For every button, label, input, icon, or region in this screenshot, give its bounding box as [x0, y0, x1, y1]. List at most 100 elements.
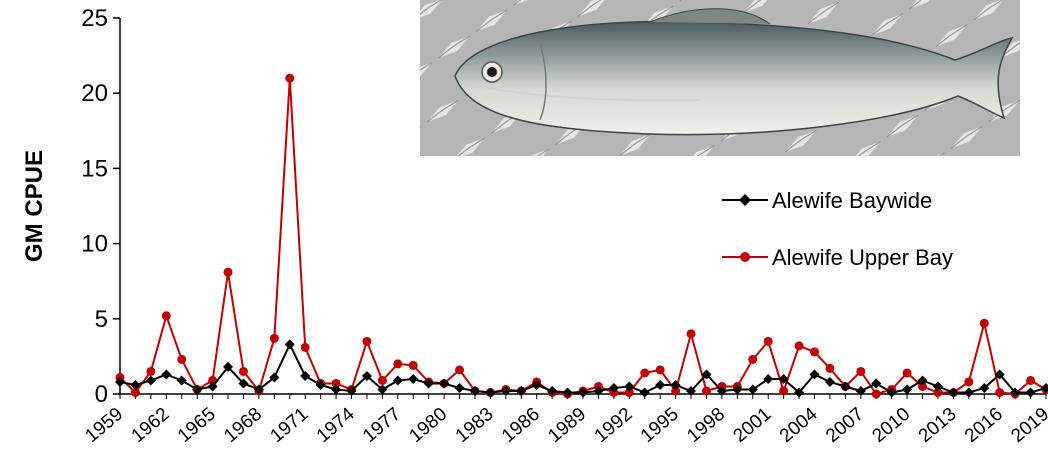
legend-label-upper-bay: Alewife Upper Bay: [772, 245, 953, 270]
data-point-alewife-baywide: [593, 385, 604, 396]
data-point-alewife-upper-bay: [238, 366, 248, 376]
data-point-alewife-upper-bay: [794, 341, 804, 351]
legend-item-baywide: Alewife Baywide: [722, 188, 932, 213]
data-point-alewife-baywide: [639, 387, 650, 398]
data-point-alewife-baywide: [871, 378, 882, 389]
x-tick-label: 1992: [591, 404, 637, 447]
x-tick-label: 1971: [267, 404, 313, 447]
data-point-alewife-upper-bay: [871, 389, 881, 399]
data-point-alewife-baywide: [1041, 382, 1048, 393]
x-tick-label: 2016: [961, 404, 1007, 447]
data-point-alewife-upper-bay: [856, 366, 866, 376]
x-tick-label: 2007: [822, 404, 868, 447]
x-tick-label: 1959: [81, 404, 127, 447]
legend-item-upper-bay: Alewife Upper Bay: [722, 245, 953, 270]
data-point-alewife-baywide: [361, 370, 372, 381]
data-point-alewife-baywide: [161, 369, 172, 380]
data-point-alewife-baywide: [794, 387, 805, 398]
data-point-alewife-upper-bay: [1026, 375, 1036, 385]
data-point-alewife-baywide: [747, 384, 758, 395]
data-point-alewife-baywide: [238, 378, 249, 389]
data-point-alewife-baywide: [1025, 387, 1036, 398]
y-tick-label: 15: [81, 155, 108, 182]
data-point-alewife-upper-bay: [223, 267, 233, 277]
y-tick-label: 25: [81, 5, 108, 32]
x-tick-label: 2013: [915, 404, 961, 447]
data-point-alewife-upper-bay: [763, 336, 773, 346]
x-tick-label: 1986: [498, 404, 544, 447]
data-point-alewife-baywide: [655, 379, 666, 390]
x-tick-label: 1980: [405, 404, 451, 447]
data-point-alewife-upper-bay: [393, 359, 403, 369]
data-point-alewife-upper-bay: [902, 368, 912, 378]
data-point-alewife-baywide: [547, 385, 558, 396]
x-tick-label: 1983: [452, 404, 498, 447]
data-point-alewife-baywide: [500, 385, 511, 396]
y-tick-label: 10: [81, 231, 108, 258]
data-point-alewife-upper-bay: [979, 318, 989, 328]
data-point-alewife-baywide: [732, 384, 743, 395]
y-tick-label: 5: [95, 306, 108, 333]
data-point-alewife-baywide: [346, 385, 357, 396]
data-point-alewife-upper-bay: [655, 365, 665, 375]
data-point-alewife-upper-bay: [362, 336, 372, 346]
data-point-alewife-baywide: [979, 382, 990, 393]
data-point-alewife-upper-bay: [331, 378, 341, 388]
data-point-alewife-baywide: [485, 387, 496, 398]
data-point-alewife-baywide: [917, 375, 928, 386]
data-point-alewife-upper-bay: [285, 73, 295, 83]
data-point-alewife-baywide: [1010, 387, 1021, 398]
data-point-alewife-baywide: [516, 385, 527, 396]
data-point-alewife-baywide: [963, 387, 974, 398]
data-point-alewife-upper-bay: [933, 387, 943, 397]
data-point-alewife-baywide: [130, 379, 141, 390]
data-point-alewife-baywide: [315, 379, 326, 390]
data-point-alewife-upper-bay: [964, 377, 974, 387]
data-point-alewife-upper-bay: [269, 333, 279, 343]
data-point-alewife-baywide: [932, 381, 943, 392]
data-point-alewife-baywide: [531, 379, 542, 390]
data-point-alewife-baywide: [145, 375, 156, 386]
data-point-alewife-upper-bay: [377, 375, 387, 385]
data-point-alewife-baywide: [562, 387, 573, 398]
data-point-alewife-baywide: [809, 369, 820, 380]
x-tick-label: 2010: [868, 404, 914, 447]
data-point-alewife-upper-bay: [161, 311, 171, 321]
data-point-alewife-baywide: [902, 384, 913, 395]
data-point-alewife-baywide: [269, 372, 280, 383]
data-point-alewife-baywide: [855, 385, 866, 396]
y-tick-label: 0: [95, 381, 108, 408]
data-point-alewife-upper-bay: [779, 386, 789, 396]
data-point-alewife-baywide: [469, 385, 480, 396]
data-point-alewife-baywide: [948, 387, 959, 398]
legend-marker-upper-bay: [740, 252, 750, 262]
data-point-alewife-baywide: [408, 373, 419, 384]
y-tick-label: 20: [81, 80, 108, 107]
x-tick-label: 2004: [776, 403, 822, 447]
data-point-alewife-baywide: [578, 387, 588, 398]
data-point-alewife-baywide: [207, 381, 218, 392]
data-point-alewife-upper-bay: [825, 363, 835, 373]
series-alewife-baywide: [115, 339, 1048, 398]
x-tick-label: 2019: [1007, 404, 1048, 447]
x-tick-label: 1989: [544, 404, 590, 447]
data-point-alewife-upper-bay: [918, 381, 928, 391]
data-point-alewife-baywide: [423, 378, 434, 389]
data-point-alewife-upper-bay: [177, 354, 187, 364]
data-point-alewife-baywide: [300, 370, 311, 381]
data-point-alewife-baywide: [176, 375, 187, 386]
fish-photo: [420, 0, 1020, 156]
data-point-alewife-baywide: [624, 381, 635, 392]
x-tick-label: 2001: [730, 404, 776, 447]
data-point-alewife-baywide: [763, 373, 774, 384]
data-point-alewife-baywide: [223, 361, 234, 372]
data-point-alewife-baywide: [716, 385, 727, 396]
x-tick-label: 1965: [174, 404, 220, 447]
legend: Alewife Baywide Alewife Upper Bay: [722, 188, 953, 270]
data-point-alewife-upper-bay: [995, 387, 1005, 397]
data-point-alewife-baywide: [192, 384, 203, 395]
data-point-alewife-baywide: [392, 375, 403, 386]
data-point-alewife-baywide: [701, 369, 712, 380]
data-point-alewife-baywide: [840, 381, 851, 392]
